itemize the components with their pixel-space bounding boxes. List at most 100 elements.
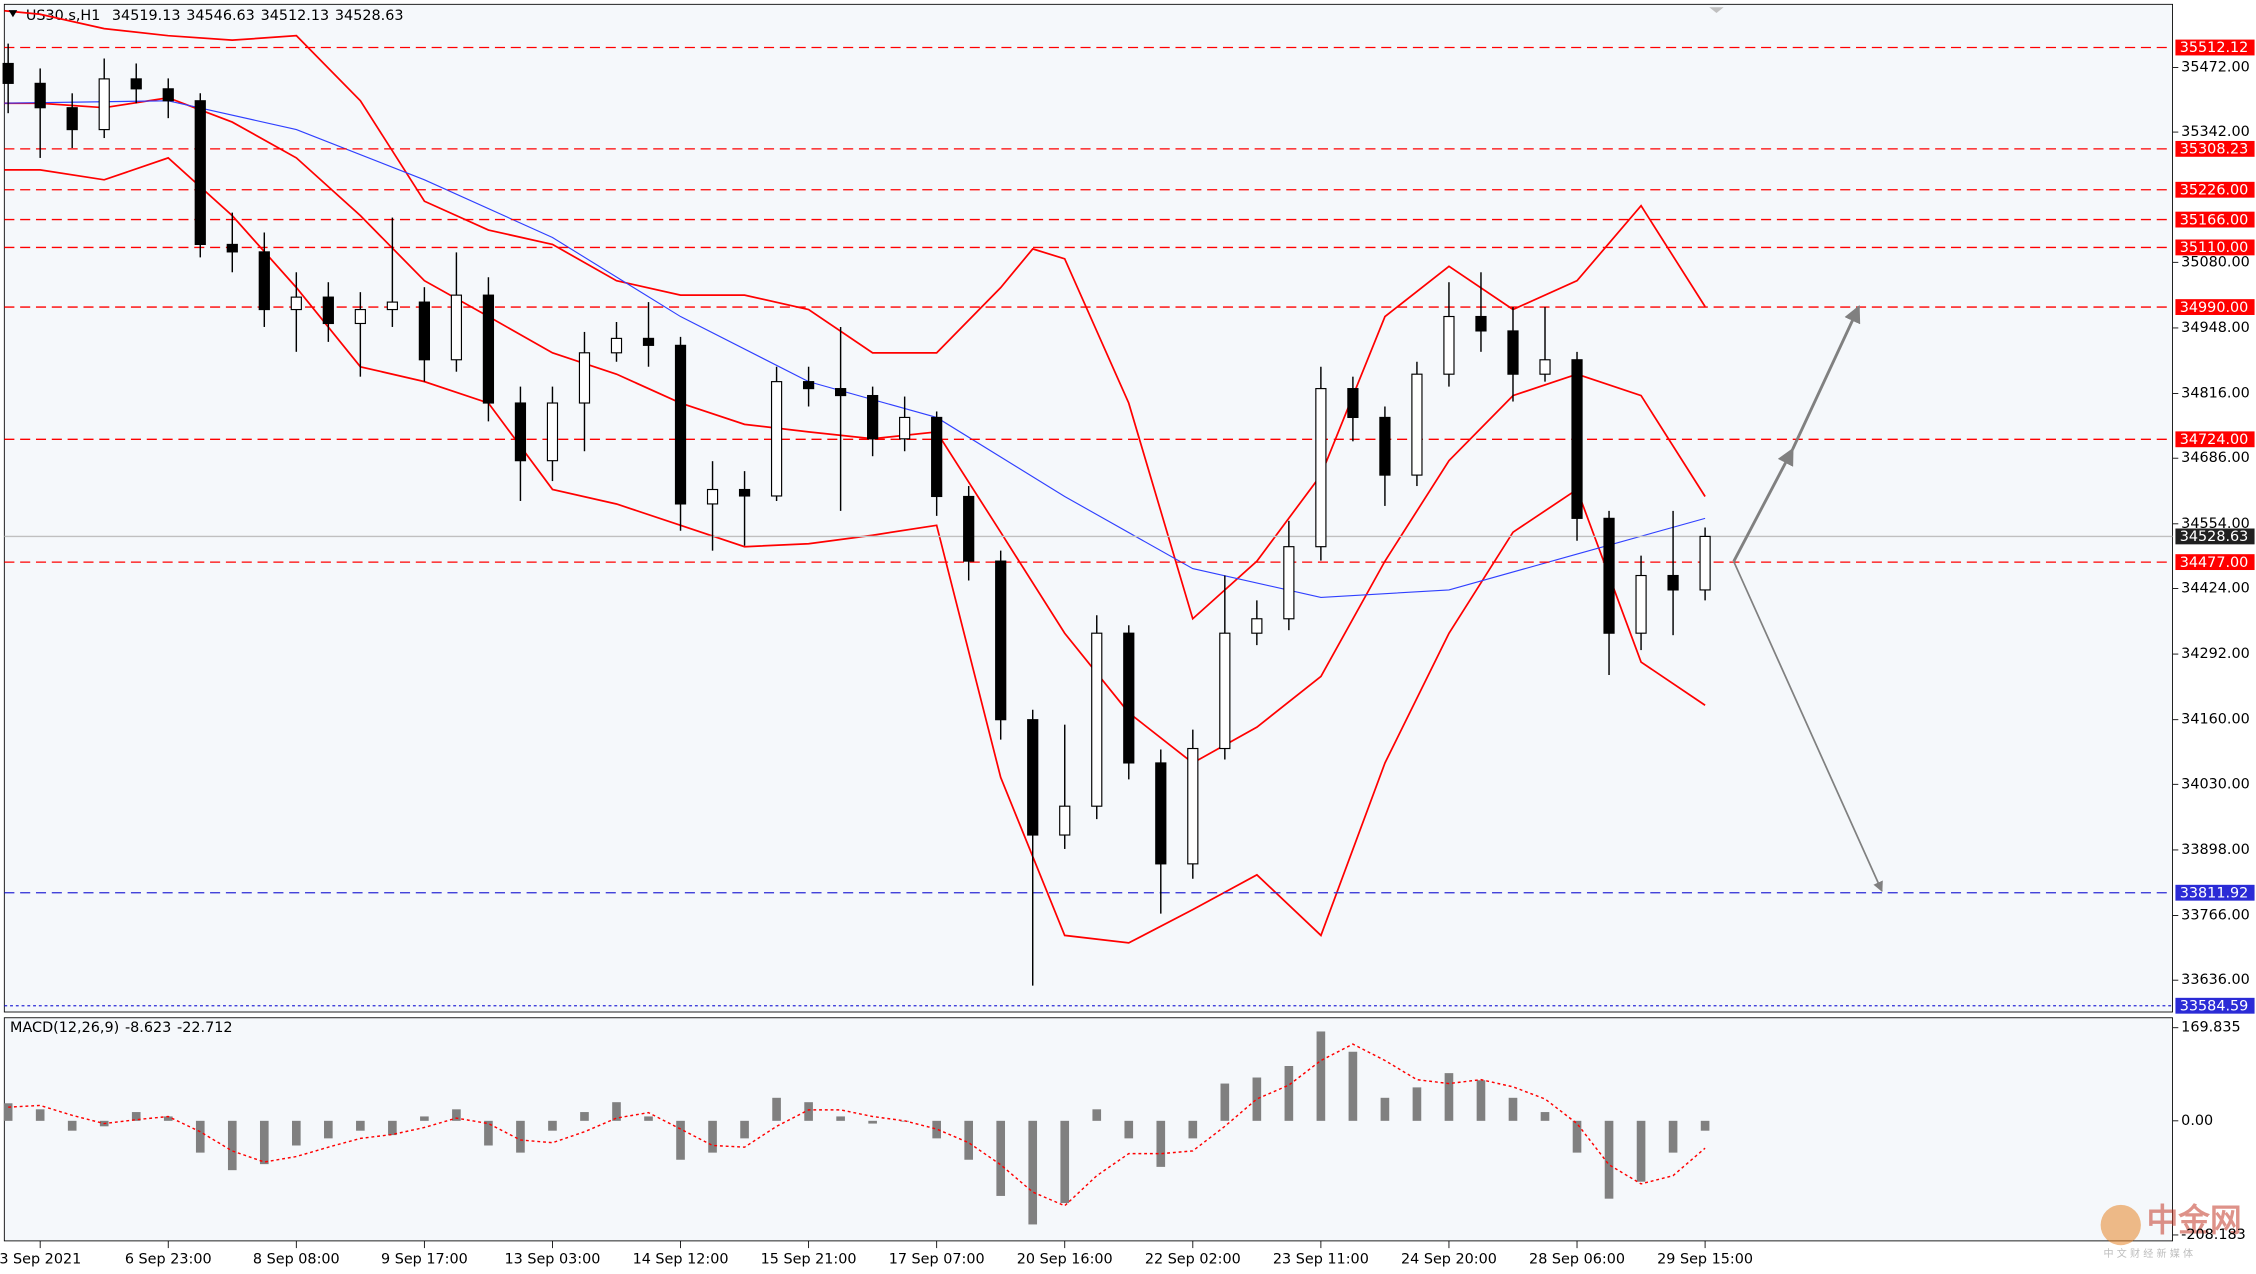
x-tick-label: 9 Sep 17:00 (381, 1252, 468, 1268)
watermark: 中金网 中 文 财 经 新 媒 体 (2100, 1202, 2242, 1260)
macd-panel (3, 1017, 2173, 1242)
candle-body (802, 381, 815, 390)
candle-body (194, 100, 206, 246)
candle-body (1059, 805, 1071, 836)
candle-body (899, 416, 911, 440)
candle-body (578, 352, 591, 404)
candle-body (1603, 517, 1615, 634)
candle-body (738, 488, 751, 497)
candle-body (450, 294, 463, 361)
candle-body (66, 107, 78, 131)
level-label: 35226.00 (2180, 182, 2249, 198)
candle-body (1091, 632, 1103, 807)
x-tick-label: 28 Sep 06:00 (1529, 1252, 1625, 1268)
level-label-box (2175, 554, 2255, 571)
candle-body (1539, 359, 1551, 375)
macd-chart: MACD(12,26,9) -8.623 -22.712 169.835 0.00 -20… (3, 1020, 2246, 1243)
candle-body (1155, 762, 1167, 865)
histogram-bar (324, 1120, 333, 1139)
level-label-box (2175, 239, 2255, 256)
main-chart: US30.s,H1 34519.13 34546.63 34512.13 34528.6… (0, 8, 2255, 1268)
candle-body (290, 296, 302, 311)
histogram-bar (580, 1112, 589, 1121)
histogram-bar (836, 1116, 845, 1121)
level-label: 33584.59 (2180, 998, 2249, 1014)
y-tick-label: 35472.00 (2181, 59, 2250, 75)
candle-body (963, 495, 975, 562)
x-tick-label: 3 Sep 2021 (0, 1252, 81, 1268)
level-label-box (2175, 884, 2255, 901)
candle-body (1635, 574, 1647, 634)
histogram-bar (420, 1116, 429, 1121)
histogram-bar (740, 1120, 749, 1139)
y-tick-label: 35342.00 (2181, 124, 2250, 140)
candle-body (1187, 747, 1199, 865)
level-label-box (2175, 299, 2255, 315)
watermark-logo: 中金网 (2147, 1202, 2242, 1239)
histogram-bar (1668, 1120, 1678, 1153)
y-tick-label: 0.00 (2181, 1113, 2213, 1129)
quote-value: 34512.13 (261, 8, 330, 24)
histogram-bar (708, 1120, 717, 1153)
x-tick-label: 20 Sep 16:00 (1017, 1252, 1113, 1268)
candle-body (931, 416, 943, 498)
histogram-bar (1028, 1120, 1038, 1225)
histogram-bar (1220, 1083, 1230, 1121)
histogram-bar (676, 1120, 685, 1160)
candle-body (706, 488, 719, 505)
x-tick-label: 8 Sep 08:00 (253, 1252, 340, 1268)
x-tick-label: 22 Sep 02:00 (1145, 1252, 1241, 1268)
histogram-bar (1156, 1120, 1166, 1167)
y-tick-label: 35080.00 (2181, 254, 2250, 270)
arrow-down (1732, 561, 1883, 893)
histogram-bar (964, 1120, 974, 1160)
projection-arrows (1732, 305, 1883, 893)
candle-body (1219, 632, 1231, 750)
y-tick-label: 34292.00 (2181, 646, 2250, 662)
candle-body (674, 344, 687, 505)
candle-body (995, 560, 1007, 721)
candle-body (770, 381, 783, 497)
candle-body (322, 296, 334, 325)
histogram-bar (1476, 1080, 1486, 1121)
candle-body (98, 78, 110, 131)
level-label-box (2175, 181, 2255, 198)
candle-body (546, 402, 559, 462)
histogram-bar (1060, 1120, 1070, 1204)
menu-triangle[interactable] (8, 10, 18, 18)
arrow-up-2 (1791, 305, 1861, 450)
level-label: 35110.00 (2180, 240, 2249, 256)
histogram-bar (3, 1103, 13, 1121)
quote-value: 34546.63 (186, 8, 255, 24)
candle-body (1379, 416, 1391, 476)
candle-body (418, 301, 430, 361)
histogram-bar (1252, 1077, 1262, 1121)
y-tick-label: 34554.00 (2181, 516, 2250, 532)
level-label-box (2175, 431, 2255, 448)
level-label-box (2175, 211, 2255, 228)
histogram-bar (1316, 1031, 1326, 1121)
y-tick-label: 34816.00 (2181, 386, 2250, 402)
y-tick-label: 33636.00 (2181, 972, 2250, 988)
level-label-box (2175, 528, 2255, 545)
histogram-bar (259, 1120, 269, 1165)
level-label: 33811.92 (2180, 885, 2249, 901)
histogram-bar (1348, 1051, 1358, 1121)
candle-body (1123, 632, 1135, 764)
candle-body (642, 337, 655, 346)
histogram-bar (1540, 1112, 1550, 1121)
candle-body (2, 62, 14, 84)
candle-body (514, 402, 527, 462)
x-tick-label: 29 Sep 15:00 (1657, 1252, 1753, 1268)
x-tick-label: 17 Sep 07:00 (889, 1252, 985, 1268)
histogram-bar (163, 1116, 173, 1121)
level-label: 34528.63 (2180, 529, 2249, 545)
level-label: 35512.12 (2180, 40, 2249, 56)
level-label-box (2175, 39, 2255, 56)
histogram-bar (548, 1120, 557, 1131)
histogram-bar (1508, 1097, 1518, 1121)
histogram-bar (227, 1120, 237, 1171)
histogram-bar (195, 1120, 205, 1153)
